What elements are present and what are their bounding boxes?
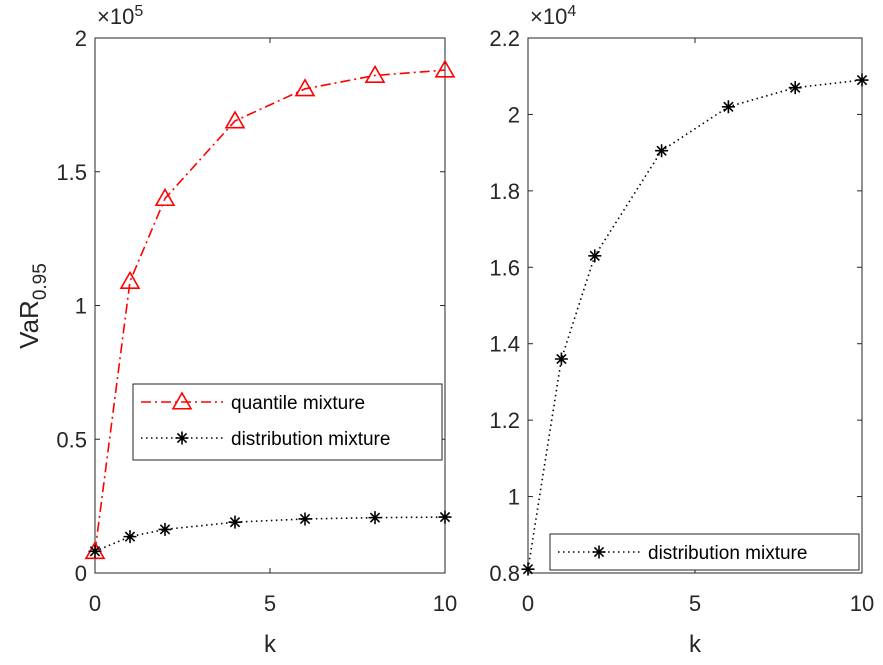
right-ytick-label: 1.4	[489, 332, 520, 357]
left-xtick-label: 10	[433, 591, 457, 616]
left-series-0-point	[434, 59, 456, 78]
right-ytick-label: 1.2	[489, 408, 520, 433]
left-legend-label-1: distribution mixture	[231, 429, 390, 450]
left-series-0-point	[84, 540, 106, 560]
left-tick-marks	[94, 37, 446, 574]
left-chart-panel: 0 0.5 1 1.5 2 0 5 10 ×105 k VaR0.95 quantile m…	[14, 3, 457, 658]
right-xtick-label: 5	[689, 591, 701, 616]
right-ytick-label: 1.6	[489, 255, 520, 280]
right-legend-marker-0	[592, 545, 606, 559]
left-series-1-point	[368, 511, 382, 525]
right-ytick-label: 1.8	[489, 179, 520, 204]
left-xtick-label: 5	[264, 591, 276, 616]
left-ytick-label: 0.5	[56, 427, 87, 452]
right-series-0-point	[588, 249, 602, 263]
left-series-0-point	[154, 187, 176, 207]
left-series-line-0	[94, 69, 446, 552]
left-series-1-point	[158, 522, 172, 536]
left-series-0-point	[224, 110, 246, 129]
right-legend: distribution mixture	[549, 533, 860, 571]
left-series-0-point	[294, 78, 316, 97]
right-chart-panel: 0.8 1 1.2 1.4 1.6 1.8 2 2.2 0 5 10 ×104 k distrib…	[489, 3, 874, 658]
left-y-axis-label: VaR0.95	[14, 263, 51, 349]
left-exponent-label: ×105	[97, 3, 143, 29]
left-ytick-label: 1.5	[56, 160, 87, 185]
right-series-0-point	[521, 562, 535, 576]
left-legend-label-0: quantile mixture	[231, 393, 365, 414]
right-y-tick-labels: 0.8 1 1.2 1.4 1.6 1.8 2 2.2	[489, 26, 520, 586]
right-series-layer	[521, 73, 869, 576]
right-series-0-point	[721, 100, 735, 114]
left-ytick-label: 0	[75, 561, 87, 586]
left-xtick-label: 0	[89, 591, 101, 616]
right-x-axis-label: k	[689, 631, 702, 658]
left-series-1-point	[298, 512, 312, 526]
left-ytick-label: 2	[75, 26, 87, 51]
left-ytick-label: 1	[75, 294, 87, 319]
left-legend: quantile mixture distribution mixture	[132, 383, 443, 461]
left-series-1-point	[88, 544, 102, 558]
right-xtick-label: 10	[850, 591, 874, 616]
left-series-layer	[84, 59, 456, 560]
left-x-axis-label: k	[264, 631, 277, 658]
right-x-tick-labels: 0 5 10	[522, 591, 874, 616]
right-ytick-label: 1	[508, 485, 520, 510]
right-xtick-label: 0	[522, 591, 534, 616]
right-series-0-point	[855, 73, 869, 87]
left-x-tick-labels: 0 5 10	[89, 591, 457, 616]
left-legend-marker-1	[175, 431, 189, 445]
left-series-1-point	[123, 530, 137, 544]
left-y-tick-labels: 0 0.5 1 1.5 2	[56, 26, 87, 586]
right-series-0-point	[655, 144, 669, 158]
left-series-0-point	[119, 270, 141, 289]
left-legend-marker-0	[171, 391, 193, 410]
left-series-1-point	[438, 510, 452, 524]
right-legend-label-0: distribution mixture	[648, 543, 807, 564]
right-exponent-label: ×104	[530, 3, 576, 29]
left-series-0-point	[364, 64, 386, 83]
left-series-1-point	[228, 515, 242, 529]
right-series-0-point	[788, 81, 802, 95]
right-ytick-label: 2.2	[489, 26, 520, 51]
right-ytick-label: 0.8	[489, 561, 520, 586]
right-ytick-label: 2	[508, 102, 520, 127]
right-series-0-point	[554, 352, 568, 366]
